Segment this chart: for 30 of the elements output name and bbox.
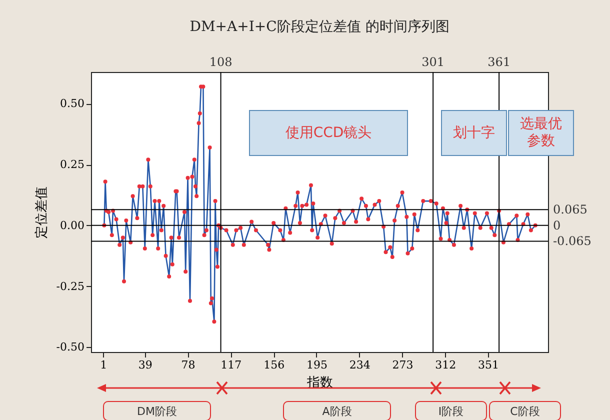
x-tick-label: 234 [349,358,370,372]
x-tick-label: 78 [181,358,196,372]
y-tick-label: -0.50 [56,340,84,354]
x-tick-label: 117 [220,358,242,372]
ref-line-label: 361 [488,55,511,69]
y-tick-label: 0.00 [60,218,84,232]
x-tick-label: 273 [392,358,414,372]
x-tick-label: 351 [478,358,500,372]
ref-line-label: 301 [422,55,445,69]
y-tick-label: 0.25 [60,158,84,172]
label-box: A阶段 [283,401,391,420]
text-box: 使用CCD镜头 [249,110,408,156]
label-box: I阶段 [415,401,487,420]
x-tick-label: 39 [138,358,152,372]
text-box: 选最优参数 [508,110,574,156]
text-box: 划十字 [441,110,507,156]
y-axis-title: 定位差值 [34,186,50,238]
x-tick-label: 156 [264,358,285,372]
label-box: C阶段 [489,401,561,420]
ref-line-label: -0.065 [553,234,592,248]
y-tick-label: 0.50 [60,97,84,110]
label-box: DM阶段 [103,401,211,420]
y-tick-label: -0.25 [56,280,84,293]
chart-title: DM+A+I+C阶段定位差值 的时间序列图 [190,19,450,35]
x-tick-label: 1 [100,358,108,372]
ref-line-label: 108 [209,55,232,69]
x-tick-label: 312 [435,358,456,372]
ref-line-label: 0 [553,218,561,232]
ref-line-label: 0.065 [553,202,588,217]
x-tick-label: 195 [306,358,328,372]
